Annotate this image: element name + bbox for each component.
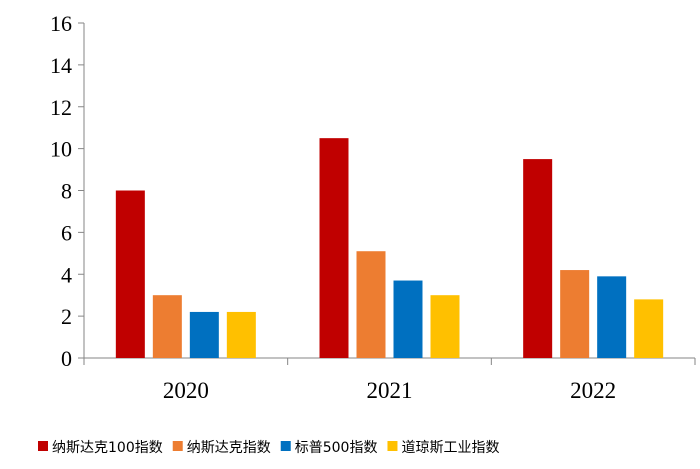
- bars: [115, 138, 664, 358]
- x-tick-label: 2020: [163, 378, 209, 403]
- legend-label: 纳斯达克100指数: [52, 440, 163, 456]
- y-tick-label: 8: [61, 179, 72, 204]
- y-tick-label: 2: [61, 304, 72, 329]
- legend-swatch: [38, 441, 48, 451]
- x-tick-label: 2021: [367, 378, 413, 403]
- y-tick-label: 6: [61, 220, 72, 245]
- y-tick-label: 14: [50, 53, 72, 78]
- bar-2022-3: [634, 299, 664, 358]
- x-axis: 2020 2021 2022: [83, 357, 696, 403]
- legend-label: 纳斯达克指数: [187, 440, 271, 456]
- legend-swatch: [172, 441, 183, 451]
- y-tick-label: 16: [50, 11, 72, 36]
- legend: 纳斯达克100指数 纳斯达克指数 标普500指数 道琼斯工业指数: [38, 440, 499, 456]
- bar-2021-3: [430, 295, 460, 358]
- bar-2020-1: [152, 295, 182, 358]
- legend-swatch: [280, 441, 291, 451]
- bar-2020-2: [189, 311, 219, 358]
- y-tick-label: 0: [61, 346, 72, 371]
- bar-2022-0: [523, 159, 553, 358]
- bar-2020-0: [115, 190, 145, 358]
- bar-2021-2: [393, 280, 423, 358]
- y-tick-label: 4: [61, 262, 72, 287]
- bar-2022-2: [597, 276, 627, 358]
- legend-label: 标普500指数: [295, 440, 378, 456]
- bar-2022-1: [560, 270, 590, 358]
- y-tick-label: 12: [50, 95, 72, 120]
- x-tick-label: 2022: [570, 378, 616, 403]
- bar-2020-3: [226, 311, 256, 358]
- legend-label: 道琼斯工业指数: [401, 440, 499, 456]
- bar-2021-1: [356, 251, 386, 358]
- bar-2021-0: [319, 138, 349, 358]
- legend-swatch: [387, 441, 398, 451]
- y-axis: 0 2 4 6 8 10 12 14 16: [50, 11, 85, 371]
- y-tick-label: 10: [50, 137, 72, 162]
